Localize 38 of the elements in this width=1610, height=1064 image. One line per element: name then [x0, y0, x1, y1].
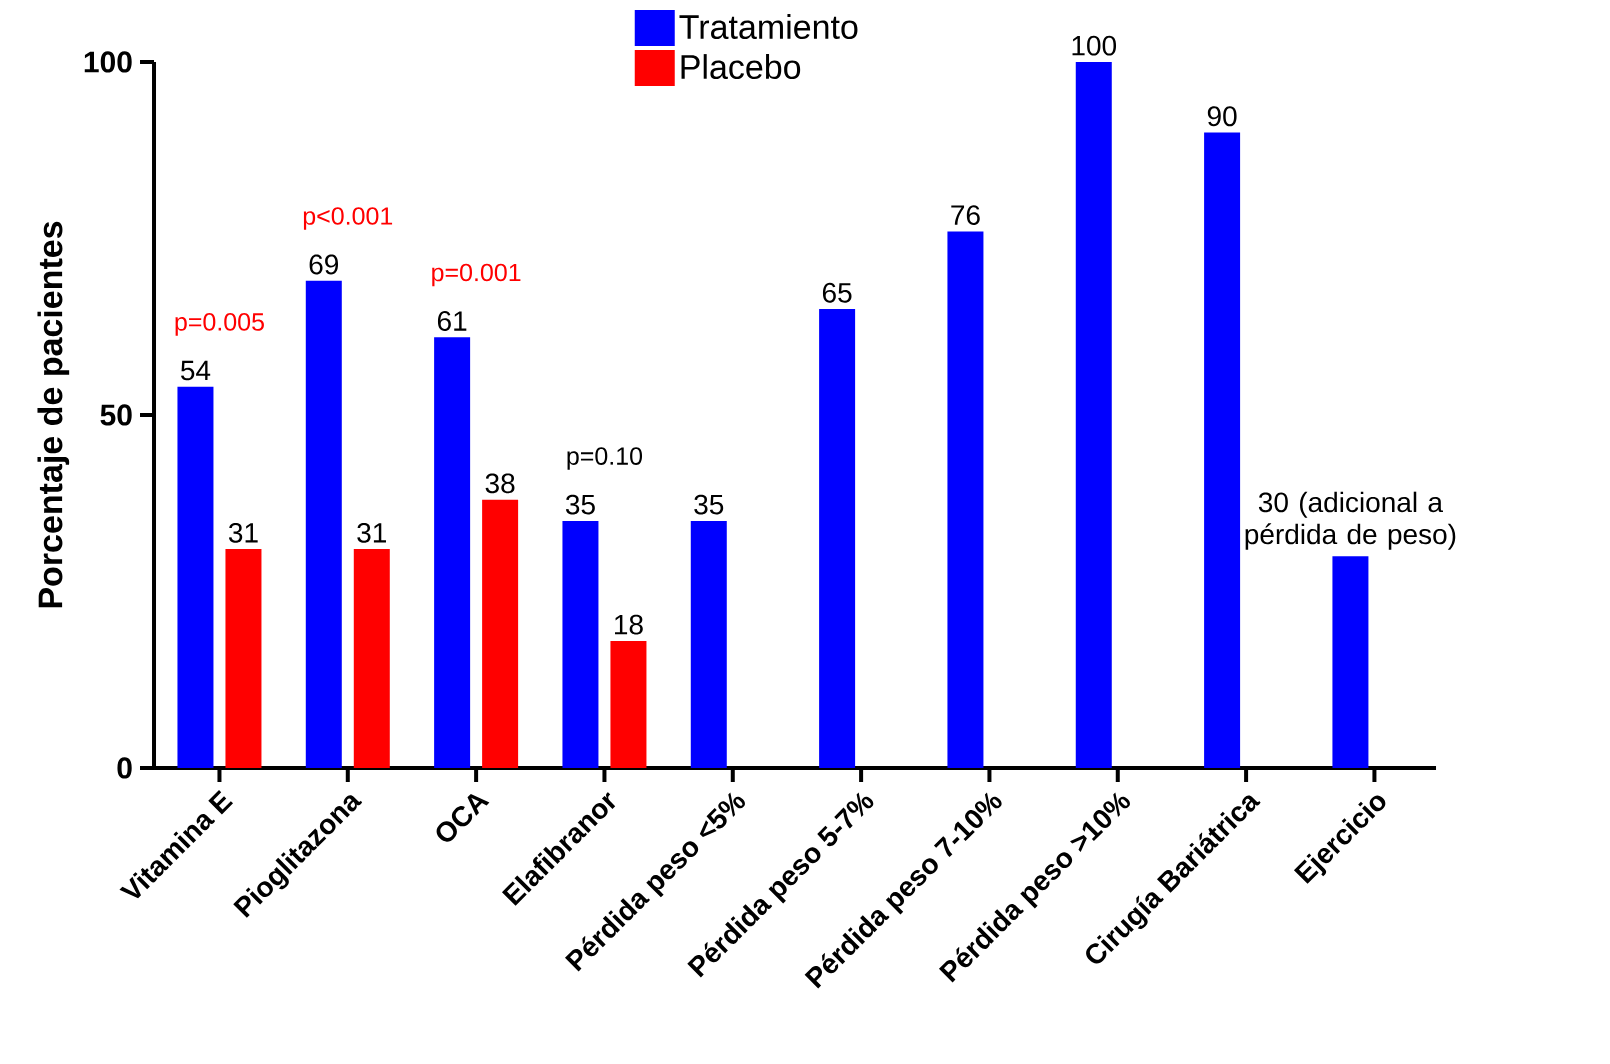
- annotation: p=0.001: [432, 263, 521, 287]
- y-axis-title: Porcentaje de pacientes: [37, 221, 70, 608]
- legend-label: Placebo: [681, 54, 801, 80]
- data-label: 38: [485, 473, 515, 494]
- data-label: 69: [309, 254, 339, 275]
- bar: [947, 231, 984, 768]
- bar: [434, 337, 471, 768]
- bar: [562, 520, 599, 768]
- data-label: 65: [822, 282, 852, 303]
- bar: [177, 386, 214, 768]
- bar: [353, 549, 390, 768]
- legend-label: Tratamiento: [679, 14, 858, 40]
- data-label: 35: [565, 494, 595, 515]
- data-label: 61: [437, 311, 467, 331]
- bar: [482, 499, 519, 768]
- y-tick-label: 50: [100, 404, 132, 426]
- bar: [1332, 556, 1369, 768]
- bar: [305, 280, 342, 768]
- y-tick-label: 0: [117, 757, 132, 779]
- bar: [690, 520, 727, 768]
- data-label: 54: [181, 360, 211, 381]
- annotation: p=0.10: [567, 447, 643, 470]
- data-label: 100: [1072, 35, 1117, 56]
- bar: [610, 640, 647, 768]
- data-label: 31: [228, 522, 258, 543]
- data-label: 31: [357, 522, 386, 543]
- annotation: p<0.001: [303, 207, 393, 230]
- data-label: 30 (adicional a pérdida de peso): [1245, 491, 1456, 550]
- data-label: 76: [951, 205, 980, 226]
- bar: [1204, 132, 1241, 768]
- data-label: 35: [694, 494, 724, 515]
- bar: [819, 309, 856, 768]
- bar: [1075, 61, 1112, 768]
- data-label: 90: [1207, 106, 1237, 127]
- bar: [225, 549, 262, 768]
- data-label: 18: [615, 614, 643, 635]
- annotation: p=0.005: [175, 313, 264, 336]
- y-tick-label: 100: [84, 51, 132, 73]
